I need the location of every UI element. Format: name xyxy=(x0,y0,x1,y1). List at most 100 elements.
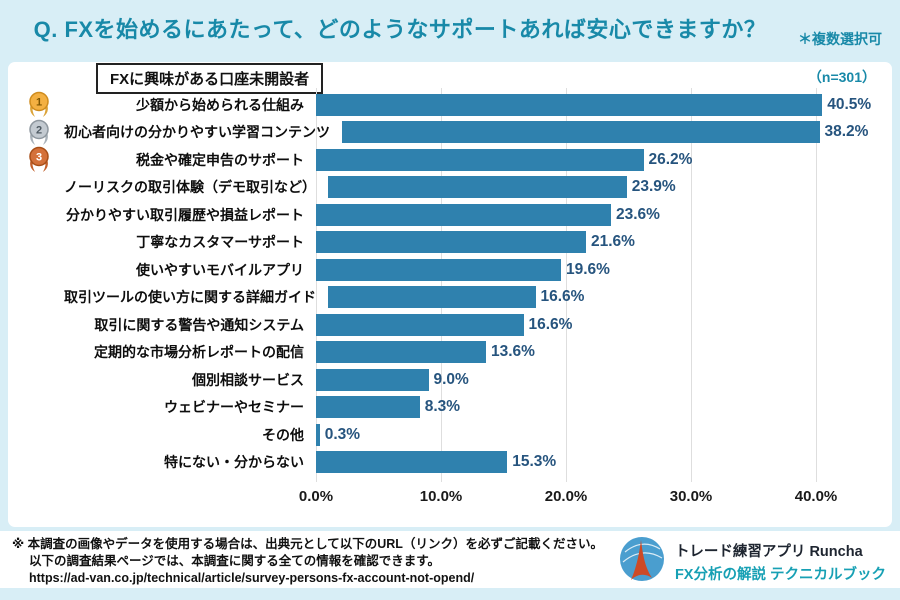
category-label: 特にない・分からない xyxy=(164,454,304,471)
category-label: ノーリスクの取引体験（デモ取引など） xyxy=(64,179,316,196)
svg-text:3: 3 xyxy=(36,152,42,164)
bar xyxy=(342,121,820,144)
bar-cell: 16.6% xyxy=(310,311,892,339)
chart-row: 使いやすいモバイルアプリ 19.6% xyxy=(8,256,892,284)
value-label: 23.9% xyxy=(631,178,676,196)
category-label: 取引に関する警告や通知システム xyxy=(94,316,304,333)
x-axis: 0.0% 10.0% 20.0% 30.0% 40.0% xyxy=(299,488,837,512)
rank-cell: 1 xyxy=(8,91,64,118)
category-label: 丁寧なカスタマーサポート xyxy=(136,234,304,251)
gridline xyxy=(566,88,567,482)
chart-row: 3 税金や確定申告のサポート 26.2% xyxy=(8,146,892,174)
bar xyxy=(316,341,486,364)
chart-row: その他 0.3% xyxy=(8,421,892,449)
bar-cell: 13.6% xyxy=(310,339,892,367)
bronze-medal-icon: 3 xyxy=(29,147,49,173)
category-label: 少額から始められる仕組み xyxy=(136,96,304,113)
value-label: 0.3% xyxy=(324,425,361,443)
multiple-choice-note: ＊複数選択可 xyxy=(798,31,882,47)
chart-row: ノーリスクの取引体験（デモ取引など） 23.9% xyxy=(8,174,892,202)
gridline xyxy=(816,88,817,482)
chart-row: ウェビナーやセミナー 8.3% xyxy=(8,394,892,422)
value-label: 16.6% xyxy=(540,288,585,306)
chart-row: 取引に関する警告や通知システム 16.6% xyxy=(8,311,892,339)
bar-chart: 1 少額から始められる仕組み 40.5% 2 初心者向けの分かりやすい学習コンテンツ 38… xyxy=(8,91,892,476)
x-tick-label: 0.0% xyxy=(298,488,334,505)
footer-bar: ※ 本調査の画像やデータを使用する場合は、出典元として以下のURL（リンク）を必… xyxy=(0,531,900,588)
category-label: ウェビナーやセミナー xyxy=(164,399,304,416)
value-label: 19.6% xyxy=(566,260,610,278)
value-label: 23.6% xyxy=(616,205,660,223)
x-tick-label: 10.0% xyxy=(419,488,463,505)
source-note: ※ 本調査の画像やデータを使用する場合は、出典元として以下のURL（リンク）を必… xyxy=(12,536,603,587)
bar-cell: 23.9% xyxy=(322,174,892,202)
category-label: 定期的な市場分析レポートの配信 xyxy=(94,344,304,361)
value-label: 16.6% xyxy=(528,315,573,333)
category-label: 税金や確定申告のサポート xyxy=(136,151,304,168)
chart-row: 個別相談サービス 9.0% xyxy=(8,366,892,394)
rank-cell: 2 xyxy=(8,119,64,146)
bar xyxy=(316,313,524,336)
brand-site-name: FX分析の解説 テクニカルブック xyxy=(674,566,886,583)
value-label: 13.6% xyxy=(491,343,535,361)
chart-row: 定期的な市場分析レポートの配信 13.6% xyxy=(8,339,892,367)
value-label: 9.0% xyxy=(433,370,469,388)
source-note-line1: ※ 本調査の画像やデータを使用する場合は、出典元として以下のURL（リンク）を必… xyxy=(12,537,603,551)
gridline xyxy=(691,88,692,482)
bar-cell: 38.2% xyxy=(336,119,892,147)
chart-row: 丁寧なカスタマーサポート 21.6% xyxy=(8,229,892,257)
category-label: 取引ツールの使い方に関する詳細ガイド xyxy=(64,289,316,306)
bar-cell: 8.3% xyxy=(310,394,892,422)
silver-medal-icon: 2 xyxy=(29,119,49,145)
bar xyxy=(328,176,627,199)
value-label: 38.2% xyxy=(824,123,869,141)
chart-row: 分かりやすい取引履歴や損益レポート 23.6% xyxy=(8,201,892,229)
value-label: 8.3% xyxy=(424,398,461,416)
bar-cell: 19.6% xyxy=(310,256,892,284)
svg-text:1: 1 xyxy=(36,97,42,109)
bar-cell: 9.0% xyxy=(310,366,892,394)
chart-panel: FXに興味がある口座未開設者 （n=301） 1 少額から始められる仕組み 40.5… xyxy=(8,62,892,527)
x-tick-label: 20.0% xyxy=(544,488,588,505)
bar xyxy=(316,451,508,474)
brand-app-name: トレード練習アプリ Runcha xyxy=(674,543,863,560)
bar-cell: 16.6% xyxy=(322,284,892,312)
respondent-group-label: FXに興味がある口座未開設者 xyxy=(96,63,324,94)
bar xyxy=(316,93,823,116)
brand-block: トレード練習アプリ Runcha FX分析の解説 テクニカルブック xyxy=(619,536,886,587)
svg-text:2: 2 xyxy=(36,124,42,136)
gridlines xyxy=(316,88,828,482)
bar-cell: 0.3% xyxy=(310,421,892,449)
x-tick-label: 30.0% xyxy=(669,488,713,505)
bar xyxy=(316,396,420,419)
value-label: 40.5% xyxy=(827,95,872,113)
bar xyxy=(316,148,644,171)
x-tick-label: 40.0% xyxy=(794,488,838,505)
source-url: https://ad-van.co.jp/technical/article/s… xyxy=(29,571,475,585)
value-label: 15.3% xyxy=(512,453,557,471)
bar-cell: 26.2% xyxy=(310,146,892,174)
bar xyxy=(316,203,611,226)
bar-cell: 21.6% xyxy=(310,229,892,257)
gold-medal-icon: 1 xyxy=(29,92,49,118)
chart-row: 取引ツールの使い方に関する詳細ガイド 16.6% xyxy=(8,284,892,312)
bar-cell: 23.6% xyxy=(310,201,892,229)
sample-size-label: （n=301） xyxy=(807,69,876,85)
category-label: 個別相談サービス xyxy=(192,371,304,388)
category-label: その他 xyxy=(262,426,304,443)
category-label: 初心者向けの分かりやすい学習コンテンツ xyxy=(64,124,330,141)
source-note-line2: 以下の調査結果ページでは、本調査に関する全ての情報を確認できます。 xyxy=(29,554,441,568)
bar xyxy=(316,258,561,281)
bar xyxy=(316,368,429,391)
bar-cell: 15.3% xyxy=(310,449,892,477)
bar xyxy=(316,231,586,254)
gridline xyxy=(316,88,317,482)
bar xyxy=(316,423,320,446)
value-label: 21.6% xyxy=(591,233,635,251)
chart-row: 2 初心者向けの分かりやすい学習コンテンツ 38.2% xyxy=(8,119,892,147)
runcha-logo-icon xyxy=(619,536,665,587)
bar xyxy=(328,286,536,309)
category-label: 使いやすいモバイルアプリ xyxy=(136,261,304,278)
value-label: 26.2% xyxy=(648,150,693,168)
category-label: 分かりやすい取引履歴や損益レポート xyxy=(66,206,304,223)
